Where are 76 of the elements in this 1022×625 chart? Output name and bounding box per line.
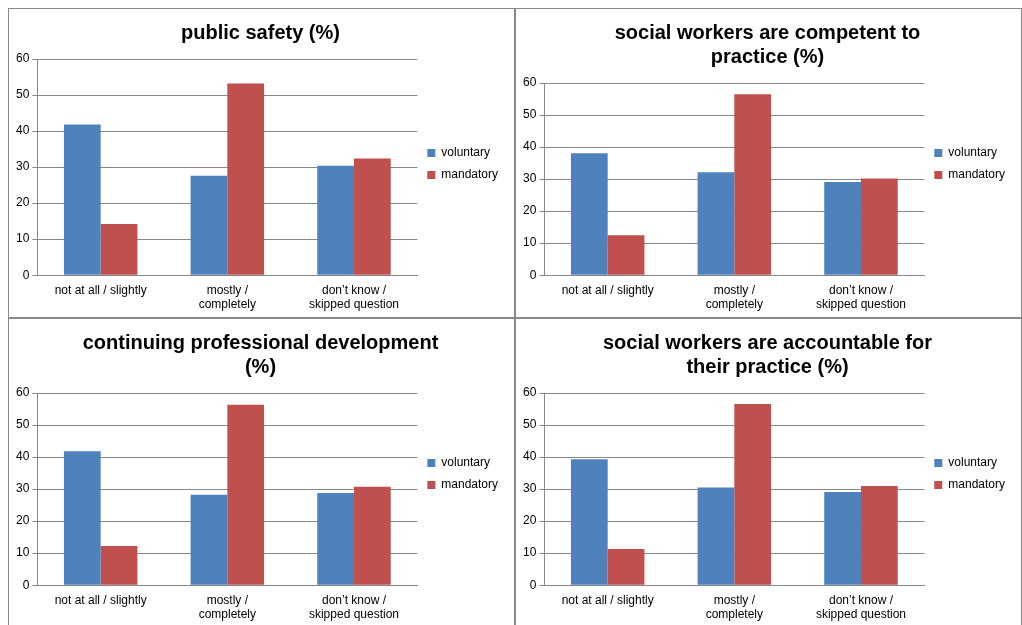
y-tick-label: 0 bbox=[22, 267, 30, 282]
bar bbox=[734, 403, 772, 585]
x-tick-label: mostly / completely bbox=[705, 592, 764, 622]
y-tick-label: 30 bbox=[15, 159, 30, 174]
bar bbox=[860, 485, 898, 585]
bar bbox=[317, 492, 354, 585]
bar bbox=[227, 83, 265, 275]
y-tick-label: 60 bbox=[522, 75, 537, 90]
y-tick-label: 20 bbox=[15, 513, 30, 528]
bar bbox=[190, 494, 228, 585]
chart-title: public safety (%) bbox=[181, 20, 340, 43]
bar bbox=[734, 94, 772, 275]
bar bbox=[100, 546, 138, 585]
legend-label: mandatory bbox=[441, 477, 499, 492]
y-tick-label: 30 bbox=[522, 481, 537, 496]
y-tick-label: 50 bbox=[522, 107, 537, 122]
x-tick-label: not at all / slightly bbox=[54, 592, 147, 607]
legend-label: voluntary bbox=[441, 455, 491, 470]
chart-title: social workers are accountable for their practice (%) bbox=[602, 330, 933, 377]
legend-label: voluntary bbox=[948, 145, 998, 160]
bar bbox=[570, 459, 608, 585]
y-tick-label: 20 bbox=[15, 195, 30, 210]
legend-label: mandatory bbox=[948, 167, 1006, 182]
x-tick-label: don’t know / skipped question bbox=[308, 592, 400, 622]
bar bbox=[570, 153, 608, 275]
bar bbox=[860, 178, 898, 275]
bar bbox=[353, 158, 391, 275]
chart-title: social workers are competent to practice (%) bbox=[614, 20, 921, 67]
y-tick-label: 30 bbox=[522, 171, 537, 186]
bar bbox=[824, 491, 861, 585]
x-tick-label: mostly / completely bbox=[198, 592, 257, 622]
y-tick-label: 10 bbox=[522, 235, 537, 250]
bar bbox=[824, 181, 861, 275]
y-tick-label: 40 bbox=[522, 139, 537, 154]
y-tick-label: 10 bbox=[15, 545, 30, 560]
x-tick-label: don’t know / skipped question bbox=[308, 282, 400, 312]
bar bbox=[63, 124, 101, 275]
y-tick-label: 50 bbox=[522, 417, 537, 432]
y-tick-label: 40 bbox=[522, 449, 537, 464]
x-tick-label: mostly / completely bbox=[705, 282, 764, 312]
x-tick-label: not at all / slightly bbox=[561, 282, 654, 297]
x-tick-label: not at all / slightly bbox=[54, 282, 147, 297]
bar bbox=[697, 487, 735, 585]
chart-title: continuing professional development (%) bbox=[82, 330, 439, 377]
x-tick-label: not at all / slightly bbox=[561, 592, 654, 607]
y-tick-label: 0 bbox=[22, 577, 30, 592]
bar bbox=[607, 549, 645, 585]
x-tick-label: don’t know / skipped question bbox=[815, 592, 907, 622]
y-tick-label: 50 bbox=[15, 417, 30, 432]
x-tick-label: mostly / completely bbox=[198, 282, 257, 312]
y-tick-label: 10 bbox=[15, 231, 30, 246]
bar bbox=[227, 404, 265, 585]
bar bbox=[353, 486, 391, 585]
x-tick-label: don’t know / skipped question bbox=[815, 282, 907, 312]
y-tick-label: 60 bbox=[522, 385, 537, 400]
legend-label: mandatory bbox=[441, 167, 499, 182]
y-tick-label: 50 bbox=[15, 87, 30, 102]
y-tick-label: 60 bbox=[15, 51, 30, 66]
bar bbox=[317, 165, 354, 275]
bar bbox=[190, 175, 228, 275]
y-tick-label: 40 bbox=[15, 449, 30, 464]
y-tick-label: 0 bbox=[529, 267, 537, 282]
legend-label: mandatory bbox=[948, 477, 1006, 492]
legend-label: voluntary bbox=[948, 455, 998, 470]
bar bbox=[63, 451, 101, 585]
y-tick-label: 40 bbox=[15, 123, 30, 138]
bar bbox=[697, 172, 735, 275]
y-tick-label: 10 bbox=[522, 545, 537, 560]
bar bbox=[607, 235, 645, 275]
y-tick-label: 60 bbox=[15, 385, 30, 400]
legend-label: voluntary bbox=[441, 145, 491, 160]
y-tick-label: 20 bbox=[522, 513, 537, 528]
y-tick-label: 20 bbox=[522, 203, 537, 218]
y-tick-label: 0 bbox=[529, 577, 537, 592]
bar bbox=[100, 224, 138, 275]
y-tick-label: 30 bbox=[15, 481, 30, 496]
